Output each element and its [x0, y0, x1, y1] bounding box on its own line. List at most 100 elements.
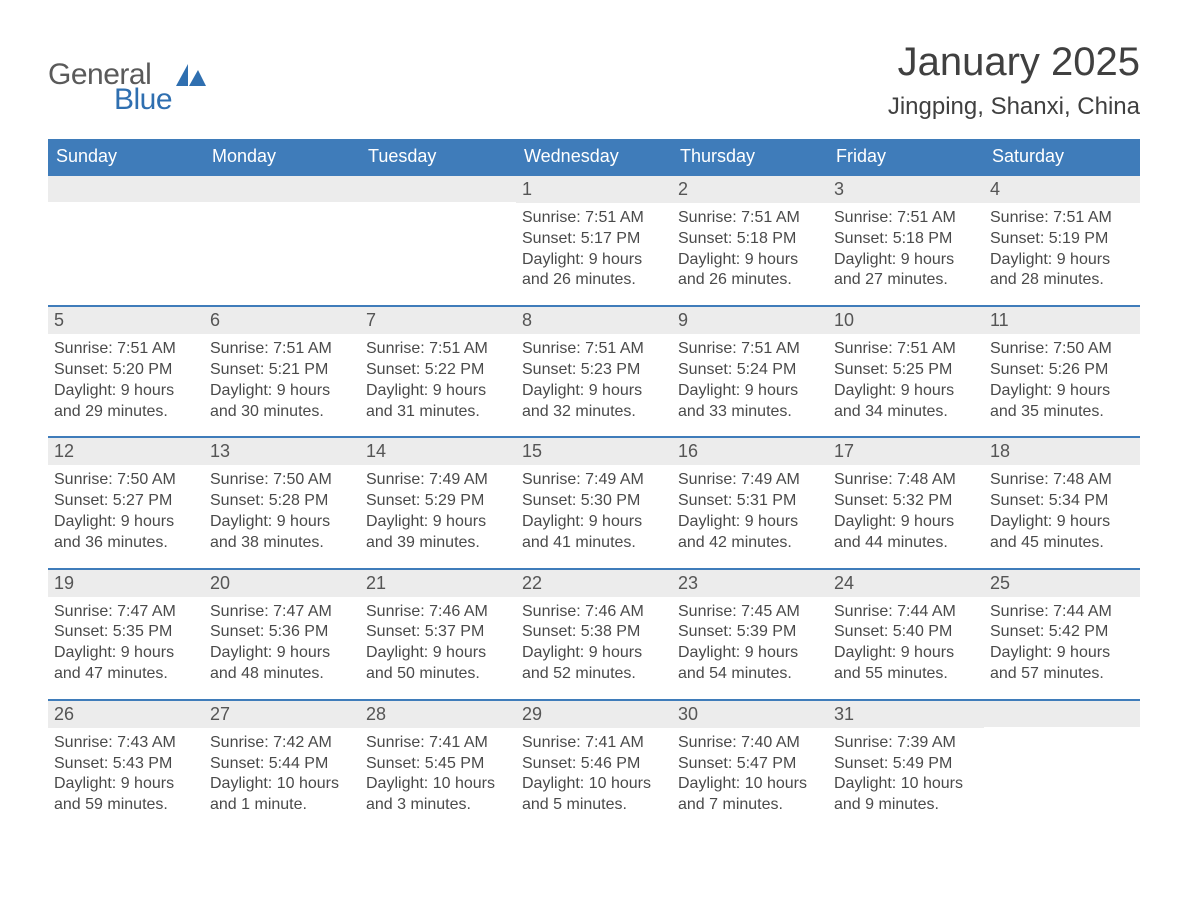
day-cell [984, 699, 1140, 830]
day-cell: 14Sunrise: 7:49 AMSunset: 5:29 PMDayligh… [360, 436, 516, 567]
sunrise-line: Sunrise: 7:41 AM [522, 733, 666, 754]
daylight-line: Daylight: 10 hours and 1 minute. [210, 774, 354, 816]
day-cell: 23Sunrise: 7:45 AMSunset: 5:39 PMDayligh… [672, 568, 828, 699]
sunrise-line: Sunrise: 7:51 AM [678, 339, 822, 360]
day-number: 27 [204, 699, 360, 728]
day-cell: 1Sunrise: 7:51 AMSunset: 5:17 PMDaylight… [516, 174, 672, 305]
day-cell: 11Sunrise: 7:50 AMSunset: 5:26 PMDayligh… [984, 305, 1140, 436]
day-cell: 30Sunrise: 7:40 AMSunset: 5:47 PMDayligh… [672, 699, 828, 830]
day-body: Sunrise: 7:51 AMSunset: 5:23 PMDaylight:… [516, 334, 672, 436]
sunrise-line: Sunrise: 7:39 AM [834, 733, 978, 754]
day-body: Sunrise: 7:43 AMSunset: 5:43 PMDaylight:… [48, 728, 204, 830]
day-number: 20 [204, 568, 360, 597]
empty-day-header [360, 174, 516, 202]
day-body: Sunrise: 7:48 AMSunset: 5:32 PMDaylight:… [828, 465, 984, 567]
day-cell: 2Sunrise: 7:51 AMSunset: 5:18 PMDaylight… [672, 174, 828, 305]
day-number: 15 [516, 436, 672, 465]
day-number: 1 [516, 174, 672, 203]
sunset-line: Sunset: 5:37 PM [366, 622, 510, 643]
daylight-line: Daylight: 9 hours and 47 minutes. [54, 643, 198, 685]
day-cell: 15Sunrise: 7:49 AMSunset: 5:30 PMDayligh… [516, 436, 672, 567]
sunset-line: Sunset: 5:19 PM [990, 229, 1134, 250]
sunset-line: Sunset: 5:35 PM [54, 622, 198, 643]
sunset-line: Sunset: 5:38 PM [522, 622, 666, 643]
sunrise-line: Sunrise: 7:46 AM [366, 602, 510, 623]
sunset-line: Sunset: 5:28 PM [210, 491, 354, 512]
daylight-line: Daylight: 9 hours and 26 minutes. [522, 250, 666, 292]
daylight-line: Daylight: 9 hours and 35 minutes. [990, 381, 1134, 423]
sunset-line: Sunset: 5:24 PM [678, 360, 822, 381]
day-number: 4 [984, 174, 1140, 203]
day-number: 21 [360, 568, 516, 597]
sunset-line: Sunset: 5:18 PM [834, 229, 978, 250]
sunset-line: Sunset: 5:42 PM [990, 622, 1134, 643]
day-body: Sunrise: 7:47 AMSunset: 5:35 PMDaylight:… [48, 597, 204, 699]
day-cell: 3Sunrise: 7:51 AMSunset: 5:18 PMDaylight… [828, 174, 984, 305]
day-body: Sunrise: 7:44 AMSunset: 5:42 PMDaylight:… [984, 597, 1140, 699]
day-number: 9 [672, 305, 828, 334]
sunset-line: Sunset: 5:31 PM [678, 491, 822, 512]
weekday-header: Thursday [672, 139, 828, 174]
day-cell [360, 174, 516, 305]
daylight-line: Daylight: 9 hours and 26 minutes. [678, 250, 822, 292]
sunrise-line: Sunrise: 7:48 AM [834, 470, 978, 491]
day-body: Sunrise: 7:40 AMSunset: 5:47 PMDaylight:… [672, 728, 828, 830]
day-body: Sunrise: 7:39 AMSunset: 5:49 PMDaylight:… [828, 728, 984, 830]
daylight-line: Daylight: 9 hours and 44 minutes. [834, 512, 978, 554]
day-body: Sunrise: 7:50 AMSunset: 5:26 PMDaylight:… [984, 334, 1140, 436]
day-cell: 10Sunrise: 7:51 AMSunset: 5:25 PMDayligh… [828, 305, 984, 436]
day-number: 22 [516, 568, 672, 597]
sunset-line: Sunset: 5:27 PM [54, 491, 198, 512]
day-cell: 6Sunrise: 7:51 AMSunset: 5:21 PMDaylight… [204, 305, 360, 436]
daylight-line: Daylight: 9 hours and 48 minutes. [210, 643, 354, 685]
empty-day-header [48, 174, 204, 202]
day-body: Sunrise: 7:49 AMSunset: 5:31 PMDaylight:… [672, 465, 828, 567]
day-cell: 28Sunrise: 7:41 AMSunset: 5:45 PMDayligh… [360, 699, 516, 830]
daylight-line: Daylight: 9 hours and 41 minutes. [522, 512, 666, 554]
day-cell: 12Sunrise: 7:50 AMSunset: 5:27 PMDayligh… [48, 436, 204, 567]
day-number: 18 [984, 436, 1140, 465]
day-number: 6 [204, 305, 360, 334]
day-number: 5 [48, 305, 204, 334]
week-row: 19Sunrise: 7:47 AMSunset: 5:35 PMDayligh… [48, 568, 1140, 699]
sunrise-line: Sunrise: 7:51 AM [522, 339, 666, 360]
day-body: Sunrise: 7:48 AMSunset: 5:34 PMDaylight:… [984, 465, 1140, 567]
day-cell: 20Sunrise: 7:47 AMSunset: 5:36 PMDayligh… [204, 568, 360, 699]
logo: General Blue [48, 58, 206, 117]
day-number: 25 [984, 568, 1140, 597]
sunset-line: Sunset: 5:43 PM [54, 754, 198, 775]
day-body: Sunrise: 7:45 AMSunset: 5:39 PMDaylight:… [672, 597, 828, 699]
sunrise-line: Sunrise: 7:50 AM [54, 470, 198, 491]
sunset-line: Sunset: 5:49 PM [834, 754, 978, 775]
week-row: 26Sunrise: 7:43 AMSunset: 5:43 PMDayligh… [48, 699, 1140, 830]
title-block: January 2025 Jingping, Shanxi, China [888, 40, 1140, 121]
weekday-header-row: SundayMondayTuesdayWednesdayThursdayFrid… [48, 139, 1140, 174]
sunset-line: Sunset: 5:32 PM [834, 491, 978, 512]
day-number: 19 [48, 568, 204, 597]
day-cell: 13Sunrise: 7:50 AMSunset: 5:28 PMDayligh… [204, 436, 360, 567]
day-number: 28 [360, 699, 516, 728]
sunrise-line: Sunrise: 7:51 AM [990, 208, 1134, 229]
sunrise-line: Sunrise: 7:49 AM [522, 470, 666, 491]
day-cell: 21Sunrise: 7:46 AMSunset: 5:37 PMDayligh… [360, 568, 516, 699]
day-body: Sunrise: 7:51 AMSunset: 5:20 PMDaylight:… [48, 334, 204, 436]
sunrise-line: Sunrise: 7:47 AM [210, 602, 354, 623]
daylight-line: Daylight: 10 hours and 7 minutes. [678, 774, 822, 816]
day-cell: 4Sunrise: 7:51 AMSunset: 5:19 PMDaylight… [984, 174, 1140, 305]
day-cell [204, 174, 360, 305]
day-body: Sunrise: 7:41 AMSunset: 5:45 PMDaylight:… [360, 728, 516, 830]
day-number: 17 [828, 436, 984, 465]
day-body: Sunrise: 7:44 AMSunset: 5:40 PMDaylight:… [828, 597, 984, 699]
sunset-line: Sunset: 5:25 PM [834, 360, 978, 381]
day-cell: 9Sunrise: 7:51 AMSunset: 5:24 PMDaylight… [672, 305, 828, 436]
sunrise-line: Sunrise: 7:47 AM [54, 602, 198, 623]
weekday-header: Monday [204, 139, 360, 174]
day-number: 24 [828, 568, 984, 597]
day-body: Sunrise: 7:51 AMSunset: 5:21 PMDaylight:… [204, 334, 360, 436]
day-body: Sunrise: 7:51 AMSunset: 5:24 PMDaylight:… [672, 334, 828, 436]
sunset-line: Sunset: 5:47 PM [678, 754, 822, 775]
daylight-line: Daylight: 9 hours and 54 minutes. [678, 643, 822, 685]
day-body: Sunrise: 7:47 AMSunset: 5:36 PMDaylight:… [204, 597, 360, 699]
calendar: SundayMondayTuesdayWednesdayThursdayFrid… [48, 139, 1140, 830]
sunrise-line: Sunrise: 7:51 AM [678, 208, 822, 229]
